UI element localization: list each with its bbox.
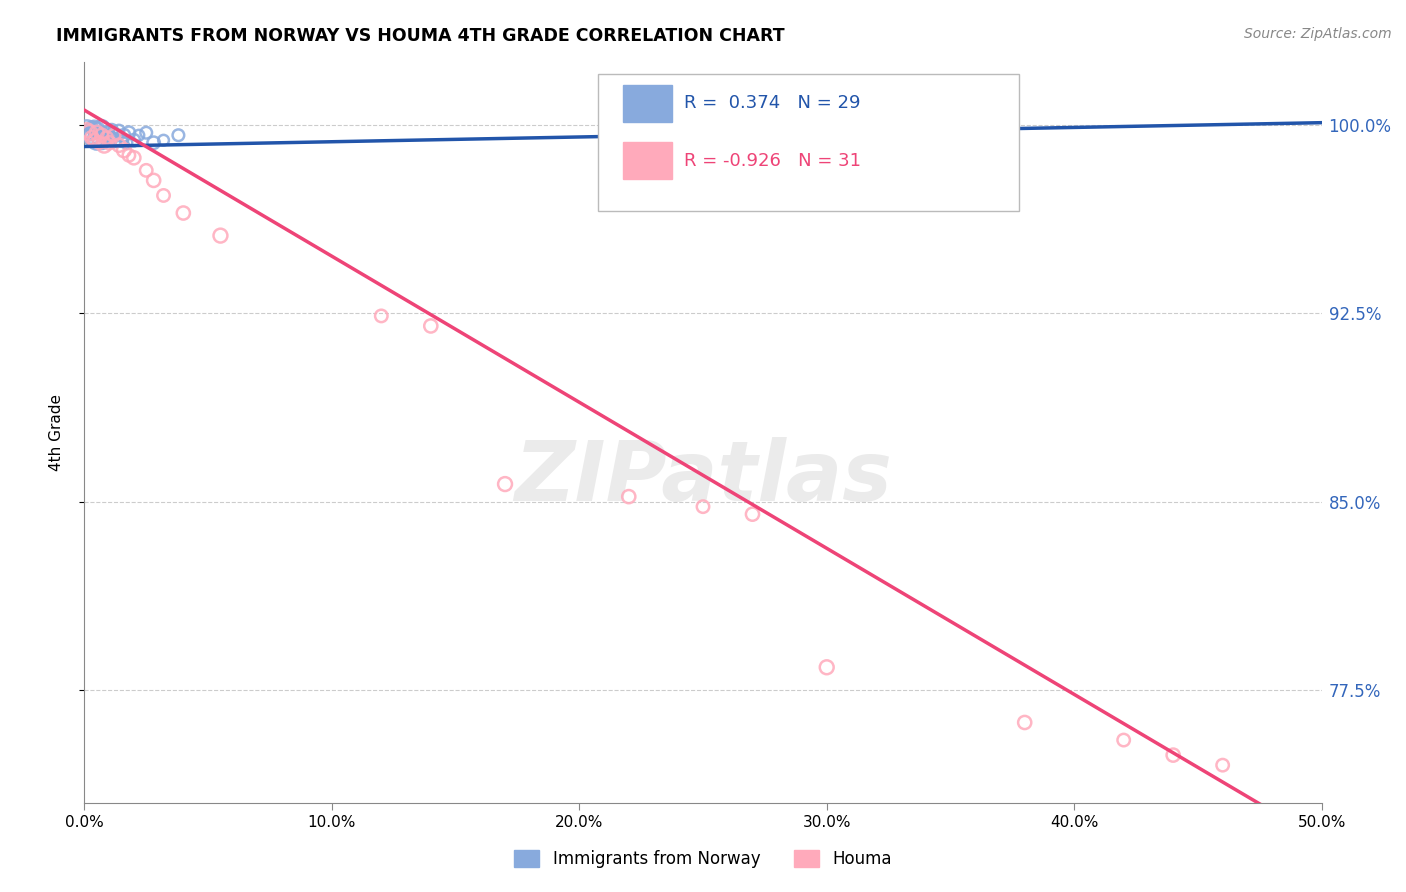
Point [89,136,111,150]
Point [209,228,232,243]
Point [90,128,112,143]
Point [79,126,101,140]
Point [1212,758,1234,772]
Point [167,128,190,143]
Point [96,126,118,140]
Point [108,123,131,137]
Point [83,130,105,145]
Point [370,309,392,323]
Point [86,126,108,140]
Point [419,318,441,333]
FancyBboxPatch shape [598,73,1018,211]
Point [103,128,125,143]
Point [86,123,108,137]
Point [494,477,516,491]
Point [142,136,165,150]
Point [80,130,103,145]
Point [692,500,714,514]
Point [118,126,141,140]
Point [90,133,112,147]
Point [1161,748,1184,763]
Point [112,143,135,157]
FancyBboxPatch shape [623,143,672,179]
Text: R =  0.374   N = 29: R = 0.374 N = 29 [685,95,860,112]
Point [93,138,115,153]
Point [83,120,105,135]
Point [89,126,111,140]
Point [93,128,115,143]
Y-axis label: 4th Grade: 4th Grade [49,394,63,471]
Point [865,126,887,140]
Point [741,507,763,521]
Point [90,120,112,135]
Point [142,173,165,187]
Point [76,123,98,137]
Text: IMMIGRANTS FROM NORWAY VS HOUMA 4TH GRADE CORRELATION CHART: IMMIGRANTS FROM NORWAY VS HOUMA 4TH GRAD… [56,27,785,45]
Text: R = -0.926   N = 31: R = -0.926 N = 31 [685,152,862,169]
Point [152,133,174,147]
Point [112,128,135,143]
Text: Source: ZipAtlas.com: Source: ZipAtlas.com [1244,27,1392,41]
Point [115,136,138,150]
Point [122,133,145,147]
Point [172,206,194,220]
Point [1014,715,1036,730]
Point [118,148,141,162]
Point [80,128,103,143]
Point [100,123,122,137]
Point [122,151,145,165]
Point [617,490,640,504]
Point [103,133,125,147]
Point [135,163,157,178]
Point [152,188,174,202]
Point [98,136,121,150]
Point [128,128,150,143]
Point [96,130,118,145]
Point [135,126,157,140]
FancyBboxPatch shape [623,85,672,121]
Point [815,660,838,674]
Point [105,128,128,143]
Point [76,123,98,137]
Point [80,120,103,135]
Point [86,133,108,147]
Point [108,138,131,153]
Text: ZIPatlas: ZIPatlas [515,436,891,517]
Point [98,130,121,145]
Point [1112,733,1135,747]
Point [79,126,101,140]
Point [83,133,105,147]
Point [110,133,132,147]
Legend: Immigrants from Norway, Houma: Immigrants from Norway, Houma [508,843,898,875]
